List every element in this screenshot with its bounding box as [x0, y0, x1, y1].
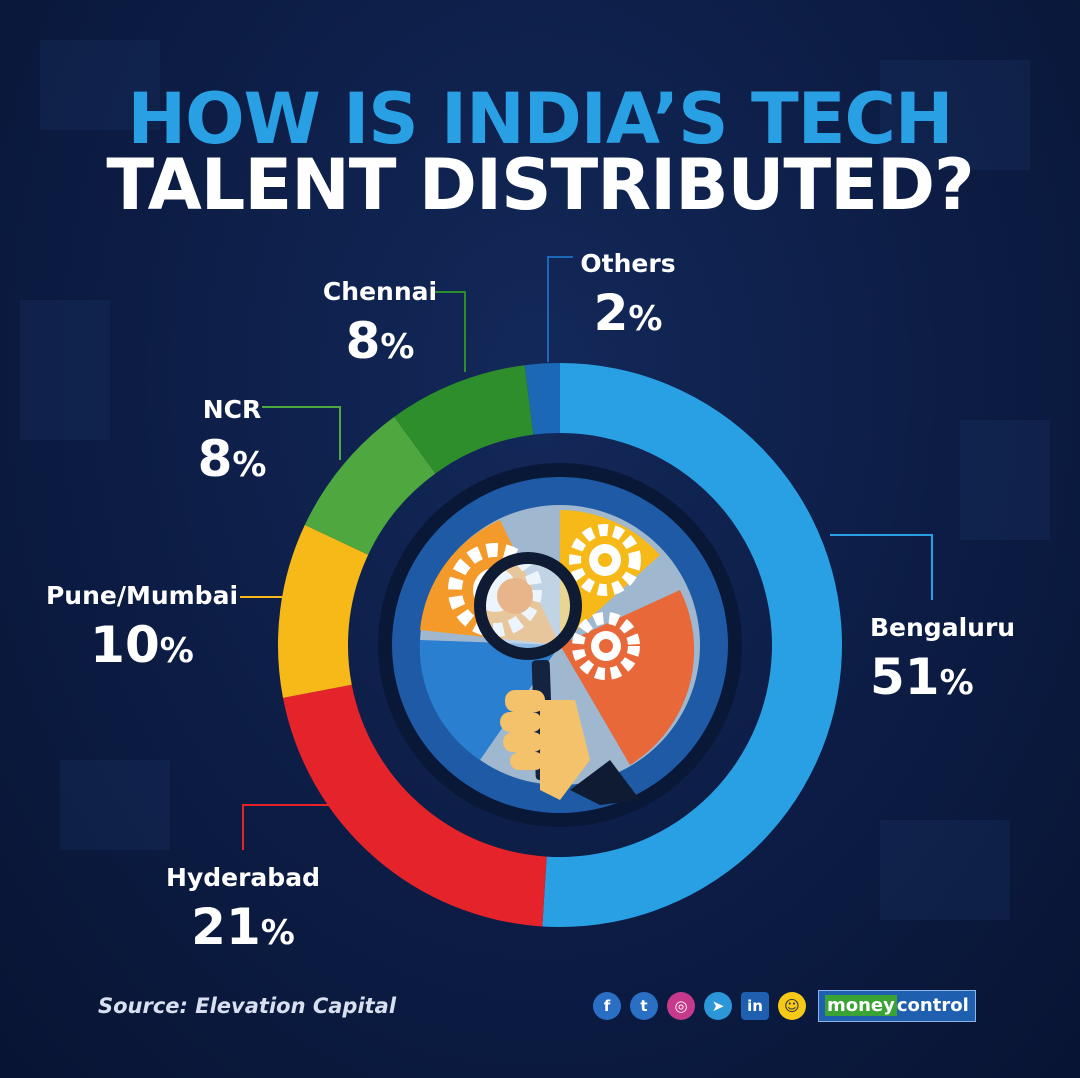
leader-line-bengaluru [830, 534, 933, 600]
snapchat-icon[interactable]: ☺ [778, 992, 806, 1020]
linkedin-icon[interactable]: in [741, 992, 769, 1020]
background-tile [60, 760, 170, 850]
slice-ncr [304, 416, 436, 555]
donut-ring [278, 363, 843, 927]
magnifier-gears-illustration [378, 463, 742, 827]
background-tile [960, 420, 1050, 540]
slice-label-ncr: NCR [203, 395, 262, 424]
inner-pie-blue [419, 640, 560, 760]
chart-title-line2: TALENT DISTRIBUTED? [106, 144, 974, 226]
inner-pie-orange [560, 590, 695, 765]
instagram-icon[interactable]: ◎ [667, 992, 695, 1020]
slice-label-chennai: Chennai [323, 277, 437, 306]
background-tile [880, 60, 1030, 170]
slice-value-hyderabad: 21% [191, 898, 295, 956]
leader-line-others [547, 256, 573, 362]
slice-labels: Bengaluru 51% Hyderabad 21% Pune/Mumbai 10% NC… [46, 249, 1015, 956]
background-tile [20, 300, 110, 440]
gear-icon [572, 612, 640, 680]
slice-hyderabad [282, 684, 547, 927]
slice-value-chennai: 8% [346, 312, 415, 370]
gear-icon [569, 524, 641, 596]
chart-title-line1: HOW IS INDIA’S TECH [127, 78, 954, 160]
background-tile [880, 820, 1010, 920]
telegram-icon[interactable]: ➤ [704, 992, 732, 1020]
moneycontrol-logo: money control [818, 990, 976, 1022]
slice-label-pune-mumbai: Pune/Mumbai [46, 581, 238, 610]
hand-icon [500, 690, 640, 805]
slice-value-ncr: 8% [198, 430, 267, 488]
slice-value-bengaluru: 51% [870, 648, 974, 706]
brand-part2: control [896, 995, 969, 1016]
leader-line-ncr [262, 406, 341, 460]
leader-line-hyderabad [242, 804, 333, 850]
twitter-icon[interactable]: t [630, 992, 658, 1020]
leader-line-chennai [435, 291, 466, 372]
slice-others [524, 363, 560, 435]
slice-chennai [394, 365, 534, 474]
brand-part1: money [825, 995, 897, 1016]
facebook-icon[interactable]: f [593, 992, 621, 1020]
slice-label-bengaluru: Bengaluru [870, 613, 1015, 642]
slice-label-others: Others [580, 249, 675, 278]
slice-value-pune-mumbai: 10% [90, 616, 194, 674]
slice-value-others: 2% [594, 284, 663, 342]
slice-bengaluru [542, 363, 843, 927]
source-note: Source: Elevation Capital [98, 994, 397, 1018]
slice-pune-mumbai [278, 524, 369, 698]
slice-label-hyderabad: Hyderabad [166, 863, 320, 892]
background-tile [40, 40, 160, 130]
